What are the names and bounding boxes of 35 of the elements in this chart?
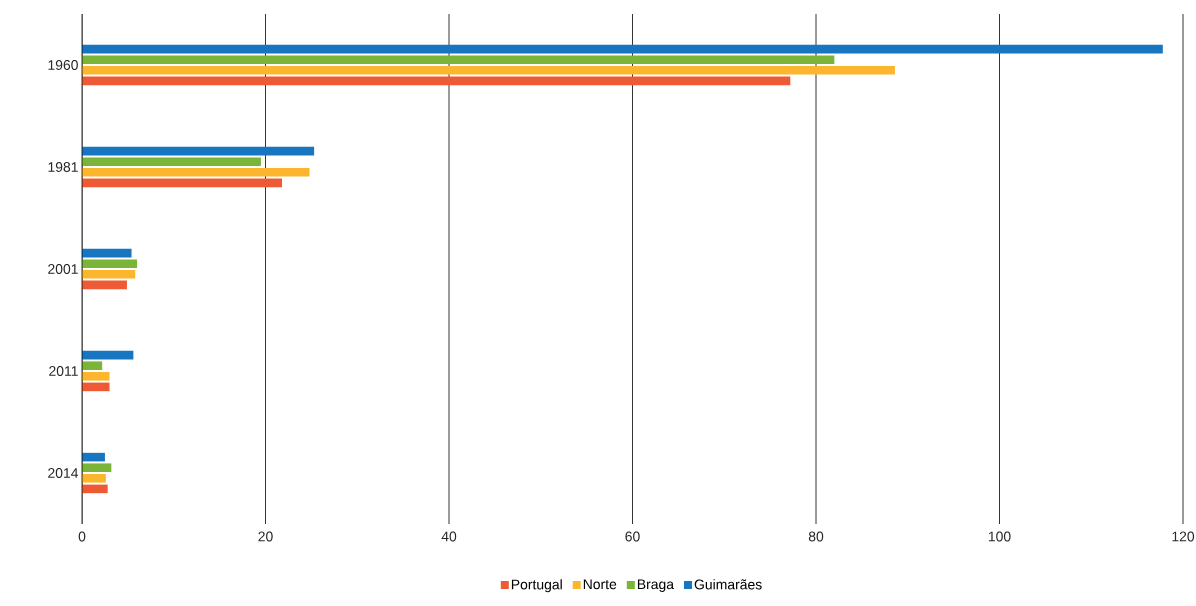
bar <box>82 55 835 65</box>
x-tick-label: 60 <box>625 531 640 542</box>
x-tick-label: 20 <box>258 531 273 542</box>
bar <box>82 350 134 360</box>
bar <box>82 157 261 167</box>
bar <box>82 178 283 188</box>
bar <box>82 474 106 483</box>
bar <box>82 270 136 279</box>
bar <box>82 168 310 177</box>
bar <box>82 372 110 381</box>
bar <box>82 361 103 371</box>
y-tick-label: 2014 <box>48 468 79 478</box>
legend-label: Portugal <box>511 579 562 593</box>
bar <box>82 44 1163 54</box>
bar <box>82 146 315 156</box>
legend-label: Braga <box>637 579 675 592</box>
bar <box>82 280 127 290</box>
bar <box>82 463 112 473</box>
x-tick-label: 80 <box>808 531 824 542</box>
bar <box>82 484 108 494</box>
bar <box>82 259 138 269</box>
bar <box>82 248 132 258</box>
legend-label: Norte <box>583 579 617 590</box>
legend-label: Guimarães <box>694 579 762 590</box>
y-tick-label: 1960 <box>48 60 78 70</box>
bar <box>82 76 791 86</box>
x-tick-label: 0 <box>78 531 86 542</box>
bar <box>82 382 110 392</box>
y-tick-label: 2001 <box>48 264 78 274</box>
y-tick-label: 2011 <box>49 366 78 376</box>
bar <box>82 66 895 75</box>
x-tick-label: 120 <box>1172 531 1195 542</box>
y-tick-label: 1981 <box>48 162 78 172</box>
x-tick-label: 100 <box>988 531 1011 542</box>
x-tick-label: 40 <box>441 531 457 542</box>
